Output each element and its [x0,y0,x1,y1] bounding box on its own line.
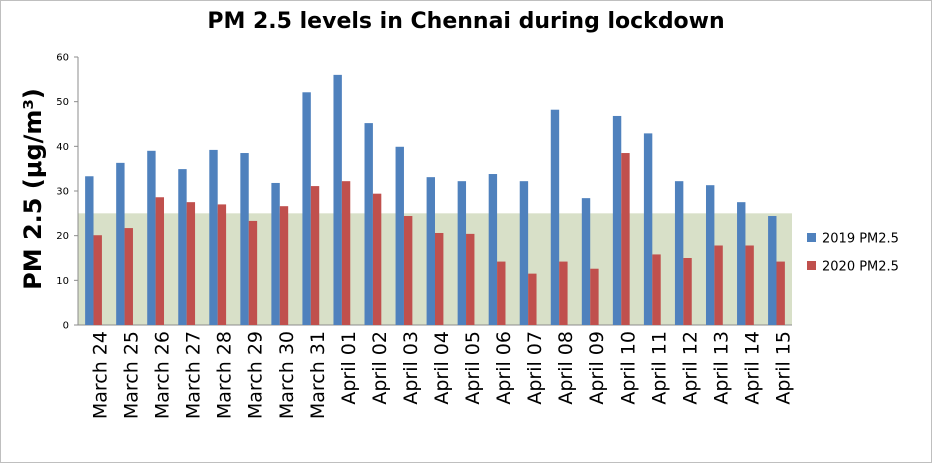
x-tick-label: March 25 [121,331,143,419]
bar-2019 [674,181,684,325]
bar-2020 [217,204,227,325]
bar-2019 [737,202,746,325]
bar-2019 [209,149,218,325]
bar-2020 [776,261,785,325]
bar-2020 [652,254,661,325]
bar-2020 [435,232,444,325]
bar-2020 [745,245,754,325]
y-tick-label: 50 [56,97,69,108]
y-tick-label: 30 [56,187,69,198]
bar-2019 [519,181,529,325]
bar-2019 [271,182,280,325]
bar-2020 [279,206,289,325]
bar-2020 [590,268,599,325]
x-tick-label: April 01 [338,331,360,405]
bar-2019 [612,115,622,326]
bar-2019 [178,169,187,325]
bar-2019 [705,185,715,325]
legend-swatch [807,261,816,270]
bar-2020 [310,186,320,325]
x-tick-label: April 09 [586,331,608,405]
x-tick-label: April 13 [710,331,732,405]
bar-2019 [488,174,498,325]
x-tick-label: March 27 [183,331,205,419]
bar-2020 [186,202,196,325]
x-tick-label: March 28 [214,331,236,419]
y-tick-label: 10 [56,276,69,287]
x-tick-label: April 15 [772,331,794,405]
bar-2019 [581,198,591,325]
legend: 2019 PM2.5 2020 PM2.5 [807,232,899,275]
bar-2019 [457,181,467,325]
bar-2020 [248,220,258,325]
bar-2020 [714,245,723,325]
bar-2020 [683,258,692,325]
bar-2019 [116,162,125,325]
bar-2020 [124,228,133,325]
x-tick-label: April 10 [617,331,639,405]
x-tick-label: April 04 [431,331,453,405]
x-tick-label: April 11 [648,331,670,405]
bar-2019 [364,123,373,326]
bar-2019 [643,133,653,325]
bar-2019 [302,92,311,325]
bar-2019 [426,177,435,325]
legend-label: 2019 PM2.5 [822,232,899,247]
bar-2020 [403,216,413,325]
y-tick-label: 60 [56,53,69,64]
y-tick-label: 40 [56,142,69,153]
x-tick-label: March 24 [90,331,112,419]
bar-2019 [147,150,156,325]
bar-2019 [240,153,249,325]
x-tick-label: April 02 [369,331,391,405]
legend-swatch [807,233,816,242]
bar-2020 [466,233,475,325]
legend-label: 2020 PM2.5 [822,260,899,275]
x-tick-label: April 08 [555,331,577,405]
y-tick-label: 0 [63,321,69,332]
y-tick-label: 20 [56,231,69,242]
x-tick-label: April 12 [679,331,701,405]
x-tick-label: March 26 [152,331,174,419]
bar-2020 [559,261,568,325]
chart-title: PM 2.5 levels in Chennai during lockdown [207,9,725,34]
bar-2020 [341,181,351,325]
x-tick-label: March 30 [276,331,298,419]
bar-2020 [621,153,630,325]
x-tick-labels: March 24 March 25 March 26 March 27 March 28… [90,331,795,419]
x-tick-label: April 05 [462,331,484,405]
y-tick-labels: 0 10 20 30 40 50 60 [56,53,78,332]
bar-2019 [333,74,342,325]
x-tick-label: March 31 [307,331,329,419]
x-tick-label: April 06 [493,331,515,405]
bar-series [85,74,785,326]
bar-2020 [497,261,506,325]
x-tick-label: April 14 [741,331,763,405]
x-tick-label: March 29 [245,331,267,419]
bar-2020 [372,193,382,325]
x-tick-label: April 07 [524,331,546,405]
x-tick-label: April 03 [400,331,422,405]
y-axis-label: PM 2.5 (μg/m³) [19,88,47,290]
bar-2020 [528,273,537,325]
bar-2019 [768,216,777,325]
bar-2020 [155,197,165,325]
bar-2019 [395,146,404,325]
bar-2020 [93,235,102,325]
bar-2019 [85,176,94,325]
bar-2019 [550,109,560,325]
